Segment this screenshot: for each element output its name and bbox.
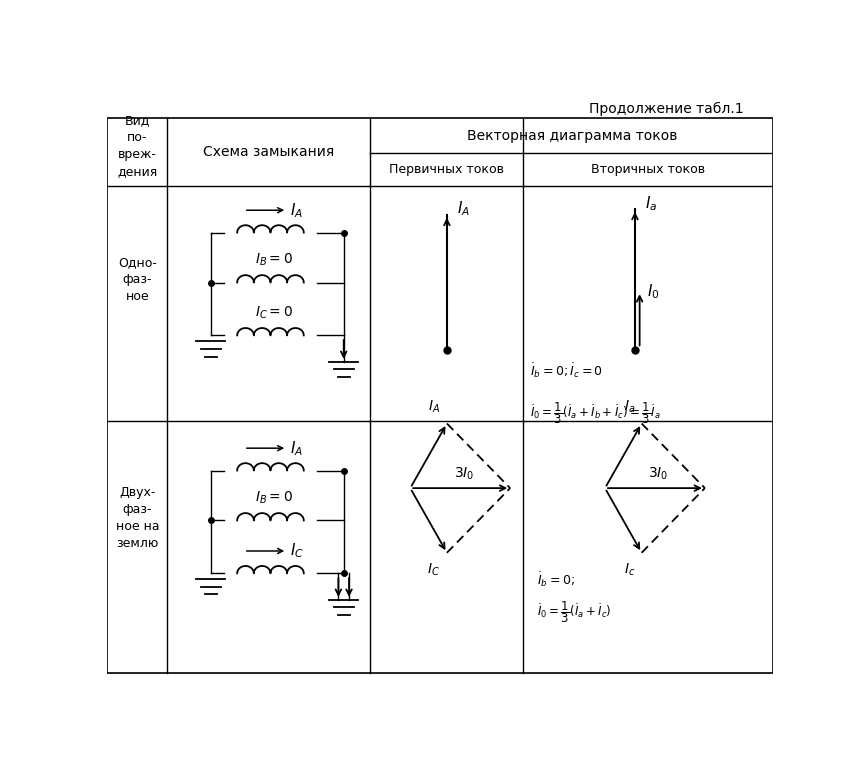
Text: $3I_0$: $3I_0$ — [454, 465, 474, 481]
Text: $I_0$: $I_0$ — [647, 282, 660, 301]
Text: $3I_0$: $3I_0$ — [649, 465, 668, 481]
Text: $I_A$: $I_A$ — [290, 439, 303, 458]
Text: Одно-
фаз-
ное: Одно- фаз- ное — [118, 256, 157, 303]
Text: $I_C$: $I_C$ — [428, 562, 440, 578]
Text: $\dot{I}_b=0;$: $\dot{I}_b=0;$ — [537, 571, 575, 589]
Text: $I_c$: $I_c$ — [624, 562, 635, 578]
Text: $I_A$: $I_A$ — [290, 201, 303, 220]
Text: $I_a$: $I_a$ — [645, 194, 657, 213]
Text: $\dot{I}_0=\dfrac{1}{3}(\dot{I}_a+\dot{I}_c)$: $\dot{I}_0=\dfrac{1}{3}(\dot{I}_a+\dot{I… — [537, 600, 612, 626]
Text: $I_C$: $I_C$ — [290, 542, 304, 560]
Text: $I_A$: $I_A$ — [457, 200, 470, 218]
Text: Продолжение табл.1: Продолжение табл.1 — [589, 101, 744, 116]
Text: Схема замыкания: Схема замыкания — [204, 145, 334, 159]
Text: Векторная диаграмма токов: Векторная диаграмма токов — [466, 129, 677, 143]
Text: $I_C=0$: $I_C=0$ — [255, 304, 293, 320]
Text: Вторичных токов: Вторичных токов — [591, 163, 705, 176]
Text: $\dot{I}_b=0;\dot{I}_c=0$: $\dot{I}_b=0;\dot{I}_c=0$ — [530, 362, 603, 381]
Text: $\dot{I}_0=\dfrac{1}{3}(\dot{I}_a+\dot{I}_b+\dot{I}_c)=\dfrac{1}{3}\dot{I}_a$: $\dot{I}_0=\dfrac{1}{3}(\dot{I}_a+\dot{I… — [530, 400, 661, 426]
Text: $I_B=0$: $I_B=0$ — [255, 489, 293, 506]
Text: Двух-
фаз-
ное на
землю: Двух- фаз- ное на землю — [115, 485, 159, 549]
Text: $I_a$: $I_a$ — [624, 398, 635, 414]
Text: Вид
по-
вреж-
дения: Вид по- вреж- дения — [117, 114, 157, 178]
Text: $I_B=0$: $I_B=0$ — [255, 252, 293, 268]
Text: Первичных токов: Первичных токов — [389, 163, 504, 176]
Text: $I_A$: $I_A$ — [428, 398, 440, 414]
